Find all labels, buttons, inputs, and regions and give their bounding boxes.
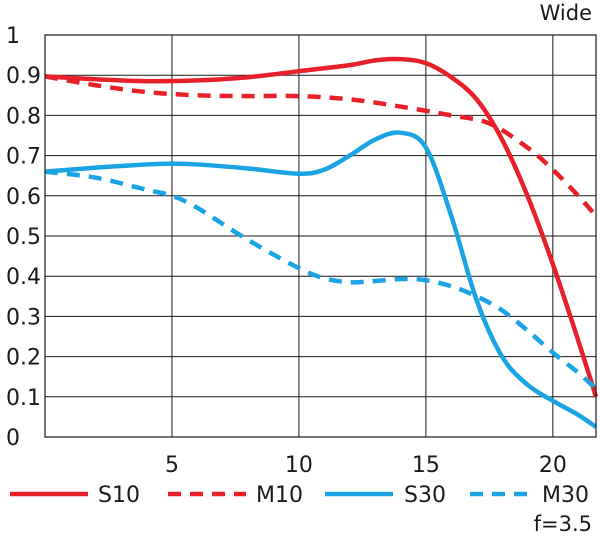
y-tick-label: 1	[6, 24, 20, 49]
y-tick-label: 0	[6, 426, 20, 451]
x-tick-label: 20	[539, 453, 567, 478]
x-tick-label: 5	[165, 453, 179, 478]
aperture-annotation: f=3.5	[534, 512, 592, 536]
x-tick-label: 15	[412, 453, 440, 478]
series-line-m10	[44, 74, 598, 218]
series-line-s30	[44, 130, 598, 429]
y-tick-label: 0.2	[6, 346, 41, 371]
y-axis-ticks: 0 0.1 0.2 0.3 0.4 0.5 0.6 0.7 0.8 0.9 1	[6, 24, 41, 451]
y-tick-label: 0.7	[6, 145, 41, 170]
y-tick-label: 0.9	[6, 64, 41, 89]
series-line-m30	[44, 169, 598, 391]
y-tick-label: 0.5	[6, 225, 41, 250]
legend: S10 M10 S30 M30	[10, 483, 589, 508]
chart-title: Wide	[540, 1, 592, 25]
legend-label-s30: S30	[404, 483, 446, 508]
y-tick-label: 0.1	[6, 386, 41, 411]
y-tick-label: 0.3	[6, 305, 41, 330]
y-tick-label: 0.8	[6, 104, 41, 129]
legend-label-m10: M10	[256, 483, 303, 508]
plot-frame	[44, 34, 597, 438]
x-tick-label: 10	[285, 453, 313, 478]
legend-label-m30: M30	[542, 483, 589, 508]
series-line-s10	[44, 56, 599, 398]
y-tick-label: 0.4	[6, 265, 41, 290]
legend-label-s10: S10	[98, 483, 140, 508]
series-lines	[44, 56, 599, 429]
grid	[45, 35, 596, 437]
y-tick-label: 0.6	[6, 185, 41, 210]
x-axis-ticks: 5 10 15 20	[165, 453, 567, 478]
